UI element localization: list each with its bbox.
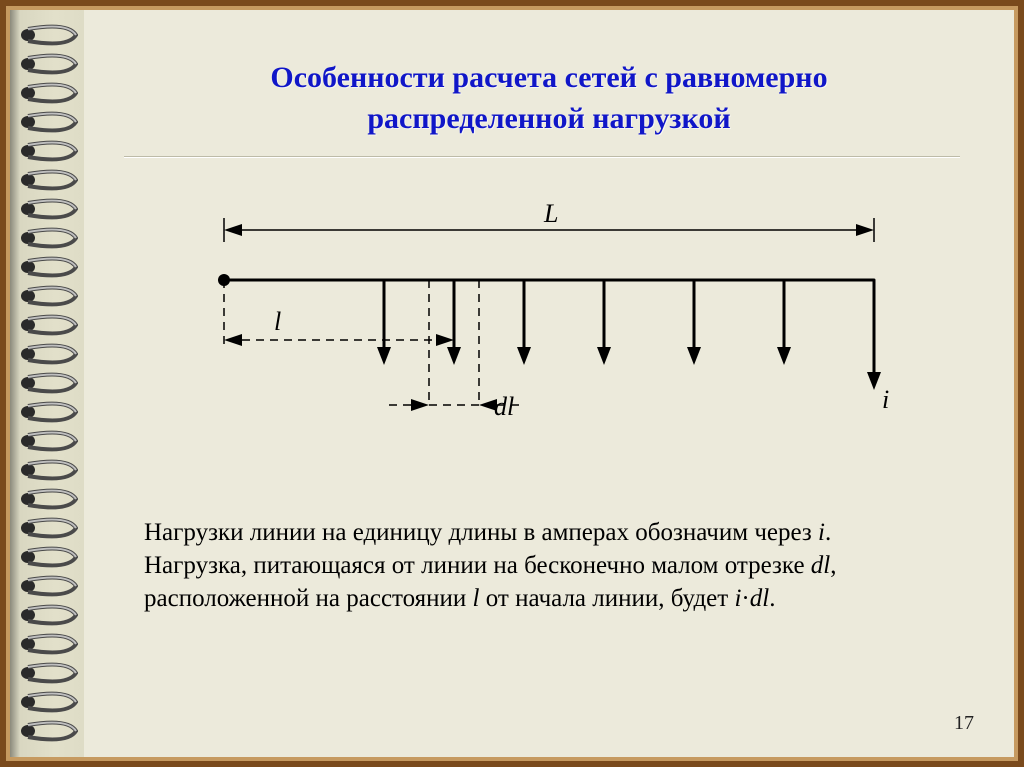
title-line-2: распределенной нагрузкой <box>367 102 730 135</box>
page-number: 17 <box>954 712 974 735</box>
binding-ring <box>16 24 78 46</box>
slide-inner-frame: Особенности расчета сетей с равномерно р… <box>6 6 1018 761</box>
title-line-1: Особенности расчета сетей с равномерно <box>270 61 827 94</box>
body-seg-5: . <box>769 585 775 612</box>
slide-page: Особенности расчета сетей с равномерно р… <box>84 10 1014 757</box>
spine-shadow <box>10 10 20 757</box>
diagram-svg: Ll dl i <box>194 200 894 440</box>
label-i: i <box>882 385 889 414</box>
binding-ring <box>16 169 78 191</box>
label-l: l <box>274 307 281 336</box>
body-var-i-1: i <box>818 519 825 546</box>
label-L: L <box>543 200 558 228</box>
binding-ring <box>16 140 78 162</box>
binding-ring <box>16 546 78 568</box>
slide-title: Особенности расчета сетей с равномерно р… <box>84 58 1014 139</box>
body-var-dl-2: dl <box>750 585 769 612</box>
binding-ring <box>16 575 78 597</box>
binding-ring <box>16 488 78 510</box>
binding-ring <box>16 227 78 249</box>
binding-ring <box>16 691 78 713</box>
binding-ring <box>16 517 78 539</box>
binding-ring <box>16 111 78 133</box>
binding-ring <box>16 459 78 481</box>
binding-ring <box>16 256 78 278</box>
label-dl: dl <box>494 392 514 421</box>
body-paragraph: Нагрузки линии на единицу длины в ампера… <box>144 516 934 615</box>
binding-ring <box>16 198 78 220</box>
slide-outer-frame: Особенности расчета сетей с равномерно р… <box>0 0 1024 767</box>
binding-ring <box>16 314 78 336</box>
binding-ring <box>16 633 78 655</box>
binding-ring <box>16 662 78 684</box>
body-dot: · <box>741 585 749 612</box>
body-var-dl-1: dl <box>811 552 830 579</box>
title-underline <box>124 156 960 158</box>
binding-ring <box>16 285 78 307</box>
binding-ring <box>16 53 78 75</box>
binding-ring <box>16 720 78 742</box>
binding-ring <box>16 430 78 452</box>
binding-ring <box>16 343 78 365</box>
binding-ring <box>16 604 78 626</box>
binding-ring <box>16 82 78 104</box>
body-var-l: l <box>473 585 480 612</box>
load-diagram: Ll dl i <box>194 200 894 440</box>
spiral-binding <box>10 10 84 757</box>
body-seg-4: от начала линии, будет <box>480 585 735 612</box>
binding-ring <box>16 372 78 394</box>
binding-ring <box>16 401 78 423</box>
body-seg-1: Нагрузки линии на единицу длины в ампера… <box>144 519 818 546</box>
